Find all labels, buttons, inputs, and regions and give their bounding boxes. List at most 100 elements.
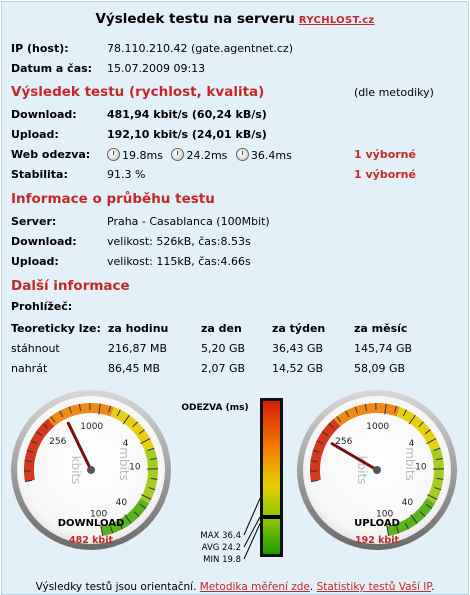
gauge-tick — [141, 494, 152, 500]
gauge-tick — [35, 431, 43, 436]
gauge-tick — [336, 416, 342, 423]
table-header-cell: za měsíc — [354, 322, 408, 335]
latency-meter: ODEZVA (ms) MAX 36.4 AVG 24.2 MIN 19.8 — [181, 398, 283, 565]
web-rating: 1 výborné — [354, 148, 416, 161]
gauge-tick-label: 4 — [409, 439, 415, 449]
download-gauge-reading: 482 kbit — [69, 535, 114, 546]
table-cell: 5,20 GB — [201, 342, 246, 355]
table-header-cell: Teoreticky lze: — [11, 322, 101, 335]
table-header-cell: za den — [201, 322, 242, 335]
stability-rating: 1 výborné — [354, 168, 416, 181]
table-cell: nahrát — [11, 362, 48, 375]
info-row-date: Datum a čas: 15.07.2009 09:13 — [2, 60, 468, 78]
gauge-tick — [402, 409, 407, 417]
gauge-tick — [150, 457, 158, 461]
result-row-upload: Upload: 192,10 kbit/s (24,01 kB/s) — [2, 126, 468, 144]
gauge-tick-label: 40 — [402, 498, 414, 508]
footer: Výsledky testů jsou orientační. Metodika… — [2, 581, 468, 593]
table-cell: stáhnout — [11, 342, 60, 355]
download-needle — [66, 421, 93, 472]
download-gauge: kbits mbits 256 1000 4 10 40 100 DOWNLOAD 482… — [11, 390, 171, 550]
progress-upload-label: Upload: — [11, 255, 59, 268]
latency-marker — [263, 514, 280, 519]
gauge-tick — [42, 423, 49, 429]
result-row-web: Web odezva: 19.8ms 24.2ms 36.4ms 1 výbor… — [2, 146, 468, 164]
progress-upload-value: velikost: 115kB, čas:4.66s — [107, 255, 251, 268]
info-row-ip: IP (host): 78.110.210.42 (gate.agentnet.… — [2, 40, 468, 58]
web-min-value: 19.8ms — [122, 149, 163, 162]
table-cell: 145,74 GB — [354, 342, 413, 355]
gauge-tick — [68, 406, 72, 414]
web-avg-value: 24.2ms — [186, 149, 228, 162]
gauge-tick-label: 10 — [415, 463, 427, 473]
gauge-tick — [122, 414, 130, 425]
gauge-tick-label: 1000 — [80, 422, 103, 432]
footer-separator: . — [309, 581, 314, 593]
gauge-color-band — [140, 447, 158, 504]
gauge-tick — [310, 460, 318, 463]
latency-title: ODEZVA (ms) — [181, 403, 248, 413]
gauge-tick — [419, 511, 426, 517]
gauge-unit-left: kbits — [69, 456, 83, 485]
gauge-color-band — [426, 447, 444, 504]
gauge-tick — [310, 479, 318, 483]
stability-value: 91.3 % — [107, 168, 146, 181]
gauge-tick-label: 256 — [335, 437, 352, 447]
gauge-tick — [124, 514, 132, 524]
latency-max-line — [243, 498, 261, 536]
method-note: (dle metodiky) — [354, 86, 434, 99]
date-label: Datum a čas: — [11, 62, 93, 75]
gauge-tick — [30, 440, 38, 445]
progress-row-server: Server: Praha - Casablanca (100Mbit) — [2, 213, 468, 231]
gauge-tick-label: 1000 — [366, 422, 389, 432]
capacity-table-header: Teoreticky lze: za hodinu za den za týde… — [2, 322, 468, 340]
gauge-tick — [148, 487, 156, 491]
speed-gauges: kbits mbits 256 1000 4 10 40 100 DOWNLOAD 482… — [11, 390, 457, 565]
gauge-tick — [24, 479, 32, 483]
gauge-tick — [433, 447, 441, 451]
gauge-color-band — [396, 407, 440, 451]
latency-avg-line — [243, 516, 261, 548]
progress-row-upload: Upload: velikost: 115kB, čas:4.66s — [2, 253, 468, 271]
gauge-tick-label: 10 — [129, 463, 141, 473]
methodology-link[interactable]: Metodika měření zde — [199, 581, 310, 593]
gauge-tick — [434, 487, 442, 491]
results-heading: Výsledek testu (rychlost, kvalita) — [11, 84, 265, 100]
result-row-stability: Stabilita: 91.3 % 1 výborné — [2, 166, 468, 184]
gauge-tick — [110, 526, 114, 534]
table-cell: 2,07 GB — [201, 362, 246, 375]
gauge-tick — [100, 525, 104, 537]
gauge-tick — [147, 447, 155, 451]
page-title-text: Výsledek testu na serveru — [95, 11, 295, 27]
table-cell: 86,45 MB — [108, 362, 161, 375]
upload-needle — [330, 442, 379, 472]
date-value: 15.07.2009 09:13 — [107, 62, 206, 75]
footer-note: Výsledky testů jsou orientační. — [35, 581, 197, 593]
gauge-tick — [116, 409, 121, 417]
gauge-tick — [345, 410, 350, 418]
ip-statistics-link[interactable]: Statistiky testů Vaší IP — [316, 581, 432, 593]
gauge-color-band — [110, 407, 154, 451]
latency-bar — [263, 401, 280, 554]
gauge-tick — [426, 438, 437, 445]
progress-row-download: Download: velikost: 526kB, čas:8.53s — [2, 233, 468, 251]
gauge-tick — [364, 403, 368, 411]
footer-end: . — [431, 581, 435, 593]
gauge-unit-right: mbits — [403, 447, 417, 481]
latency-min: MIN 19.8 — [203, 555, 241, 565]
gauge-tick — [78, 403, 82, 411]
gauge-tick — [394, 405, 398, 413]
gauge-tick-label: 100 — [90, 509, 107, 519]
gauge-tick — [132, 421, 138, 428]
gauge-tick — [140, 438, 151, 445]
upload-gauge-reading: 192 kbit — [355, 535, 400, 546]
gauge-tick — [410, 514, 418, 524]
stopwatch-icon — [171, 148, 185, 161]
table-row: stáhnout 216,87 MB 5,20 GB 36,43 GB 145,… — [2, 342, 468, 360]
brand-logo[interactable]: RYCHLOST.cz — [298, 15, 375, 26]
server-value: Praha - Casablanca (100Mbit) — [107, 215, 270, 228]
gauge-tick-label: 40 — [116, 498, 128, 508]
table-cell: 36,43 GB — [272, 342, 324, 355]
